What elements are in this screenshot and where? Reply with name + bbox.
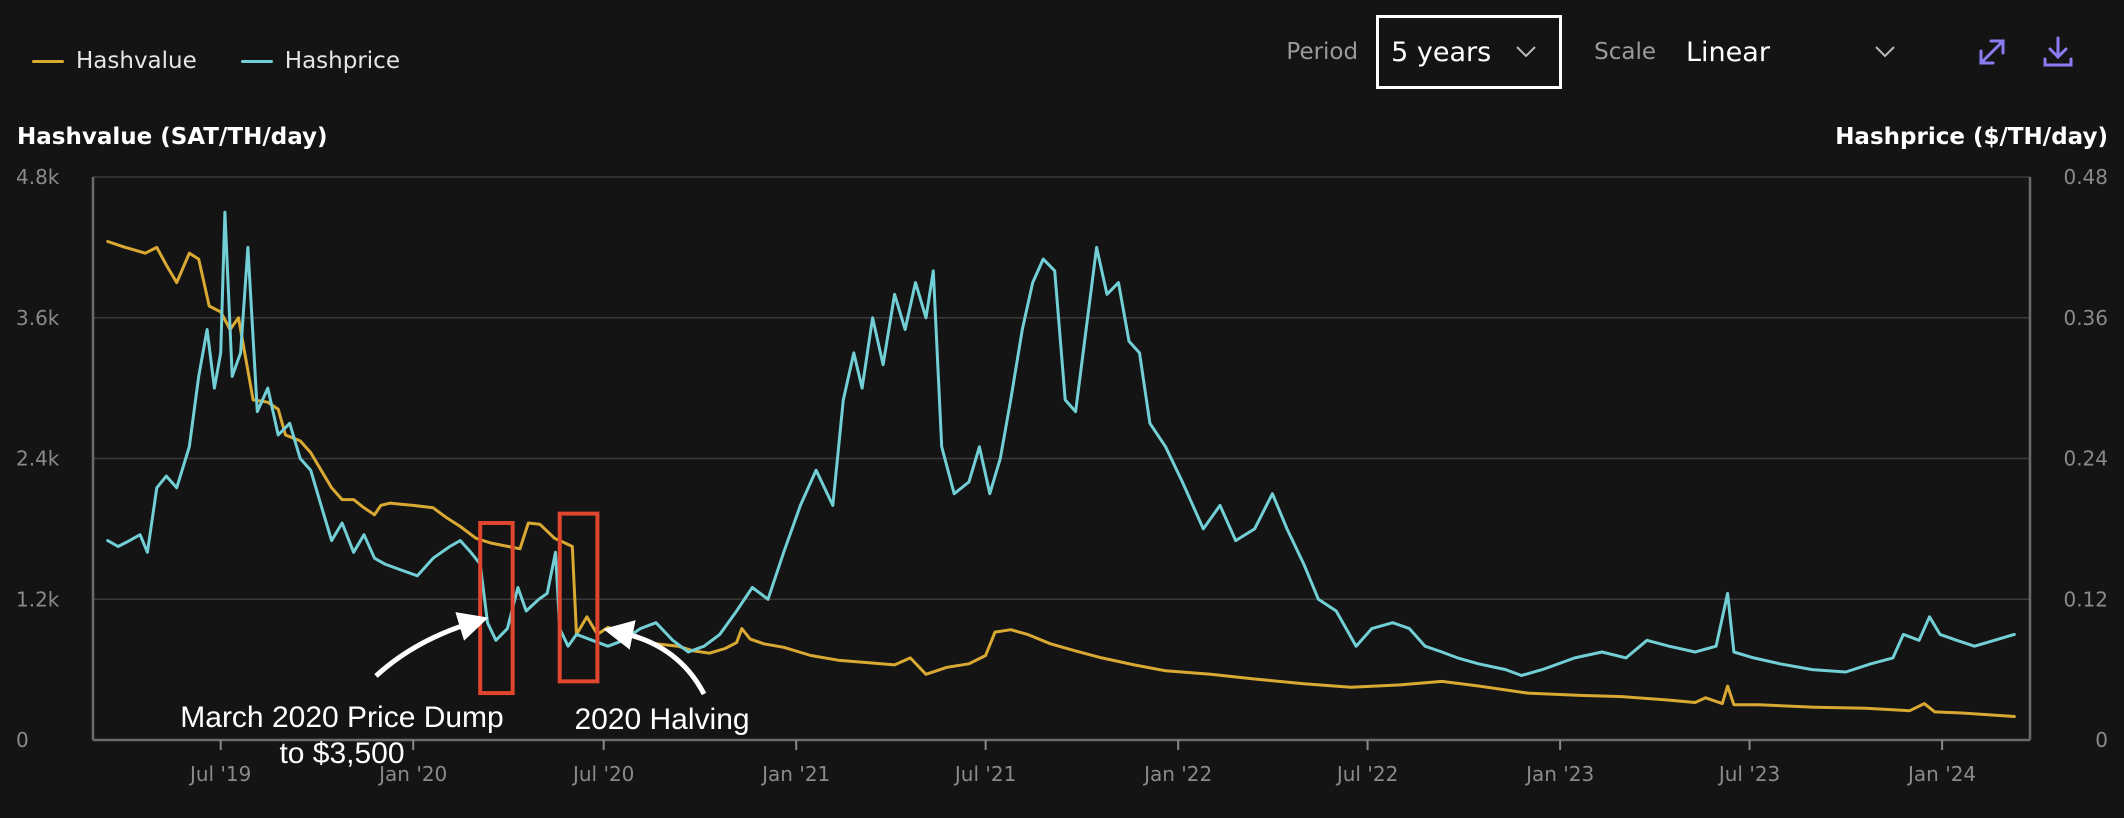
right-axis-title: Hashprice ($/TH/day) — [1835, 124, 2108, 150]
chevron-down-icon — [1516, 46, 1536, 58]
arrow-halving — [603, 620, 707, 696]
scale-label: Scale — [1594, 39, 1656, 65]
x-tick-label: Jul '20 — [571, 762, 634, 786]
legend-item-hashprice[interactable]: Hashprice — [240, 48, 400, 74]
y2-tick-label: 0.12 — [2063, 587, 2108, 611]
x-tick-label: Jan '22 — [1142, 762, 1212, 786]
scale-value: Linear — [1686, 36, 1770, 68]
legend-label-hashprice: Hashprice — [284, 48, 400, 74]
legend-item-hashvalue[interactable]: Hashvalue — [32, 48, 197, 74]
annotation-halving: 2020 Halving — [574, 703, 749, 736]
y-tick-label: 1.2k — [16, 587, 60, 611]
download-icon — [2043, 36, 2073, 67]
y-tick-label: 3.6k — [16, 306, 60, 330]
y-tick-label: 2.4k — [16, 447, 60, 471]
legend-label-hashvalue: Hashvalue — [76, 48, 197, 74]
x-tick-label: Jul '23 — [1717, 762, 1780, 786]
y2-tick-label: 0.48 — [2063, 165, 2108, 189]
annotation-box-1 — [478, 521, 515, 696]
period-select[interactable]: 5 years — [1376, 15, 1563, 89]
x-tick-label: Jul '22 — [1335, 762, 1398, 786]
series-line-hashvalue — [106, 240, 2016, 718]
x-tick-label: Jan '20 — [377, 762, 447, 786]
scale-select[interactable]: Linear — [1674, 15, 1922, 89]
x-tick-label: Jan '24 — [1906, 762, 1976, 786]
x-tick-label: Jul '19 — [188, 762, 251, 786]
chart-legend: Hashvalue Hashprice — [32, 48, 400, 74]
annotation-price-dump-line1: March 2020 Price Dump — [180, 701, 503, 734]
period-label: Period — [1286, 39, 1359, 65]
x-tick-label: Jan '23 — [1524, 762, 1594, 786]
y2-tick-label: 0 — [2095, 728, 2108, 752]
x-tick-label: Jul '21 — [953, 762, 1016, 786]
annotation-price-dump-line2: to $3,500 — [279, 737, 404, 770]
chevron-down-icon — [1875, 46, 1895, 58]
x-tick-label: Jan '21 — [760, 762, 830, 786]
annotation-box-2 — [557, 511, 600, 684]
left-axis-title: Hashvalue (SAT/TH/day) — [17, 124, 328, 150]
y2-tick-label: 0.36 — [2063, 306, 2108, 330]
series-line-hashprice — [106, 210, 2016, 677]
chart-controls: Period 5 years Scale Linear — [1286, 12, 2084, 92]
expand-button[interactable] — [1966, 26, 2018, 78]
y2-tick-label: 0.24 — [2063, 447, 2108, 471]
hashprice-swatch — [240, 59, 273, 63]
arrow-price-dump — [374, 612, 489, 678]
y-tick-label: 4.8k — [16, 165, 60, 189]
download-button[interactable] — [2032, 26, 2084, 78]
y-tick-label: 0 — [16, 728, 29, 752]
expand-icon — [1979, 39, 2005, 65]
hashvalue-swatch — [32, 59, 64, 63]
period-value: 5 years — [1391, 36, 1492, 68]
